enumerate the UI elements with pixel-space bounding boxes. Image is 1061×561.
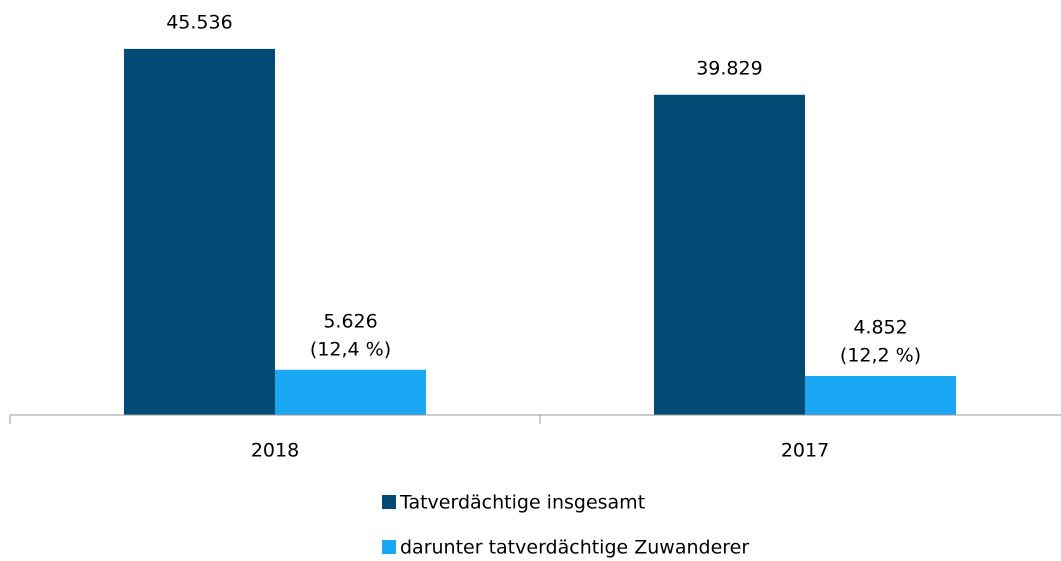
value-label: 39.829 — [696, 57, 762, 79]
share-label: (12,2 %) — [840, 344, 921, 366]
legend-label: darunter tatverdächtige Zuwanderer — [400, 537, 749, 559]
bar — [805, 375, 957, 415]
value-label: 5.626 — [323, 310, 377, 332]
legend-label: Tatverdächtige insgesamt — [399, 492, 645, 514]
legend-swatch — [382, 540, 396, 554]
share-label: (12,4 %) — [310, 338, 391, 360]
legend-swatch — [382, 495, 396, 509]
x-tick-label: 2018 — [251, 440, 299, 462]
value-label: 45.536 — [166, 11, 232, 33]
bar — [275, 369, 427, 415]
bar — [123, 48, 275, 415]
bar — [653, 94, 805, 415]
x-tick-label: 2017 — [781, 440, 829, 462]
value-label: 4.852 — [853, 316, 907, 338]
